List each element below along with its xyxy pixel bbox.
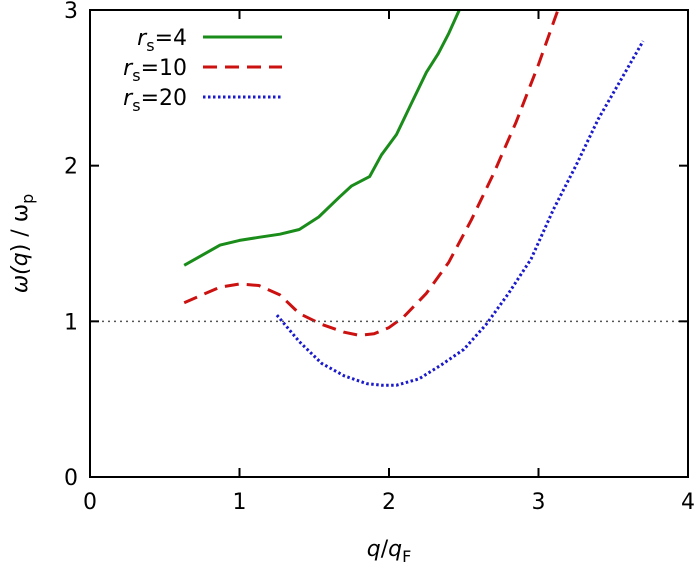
x-tick-label: 2 <box>382 490 396 515</box>
legend-entry-label: rs=4 <box>137 26 187 55</box>
x-axis-label: q/qF <box>367 537 412 566</box>
x-tick-label: 1 <box>233 490 247 515</box>
x-tick-label: 4 <box>681 490 695 515</box>
x-tick-label: 3 <box>532 490 546 515</box>
y-tick-label: 0 <box>64 466 78 491</box>
series-line-2 <box>275 40 645 387</box>
y-tick-label: 3 <box>64 0 78 24</box>
y-tick-label: 2 <box>64 155 78 180</box>
y-axis-label: ω(q) / ωp <box>8 194 37 294</box>
legend-entry-label: rs=20 <box>123 86 187 115</box>
y-tick-label: 1 <box>64 310 78 335</box>
axis-tick-labels: 0 1 2 3 4 0 1 2 3 <box>64 0 695 515</box>
series-line-0 <box>183 10 461 267</box>
plot-series <box>183 10 645 387</box>
x-tick-label: 0 <box>83 490 97 515</box>
series-line-1 <box>183 10 560 337</box>
legend-entry-label: rs=10 <box>123 56 187 85</box>
axis-ticks <box>89 9 689 478</box>
